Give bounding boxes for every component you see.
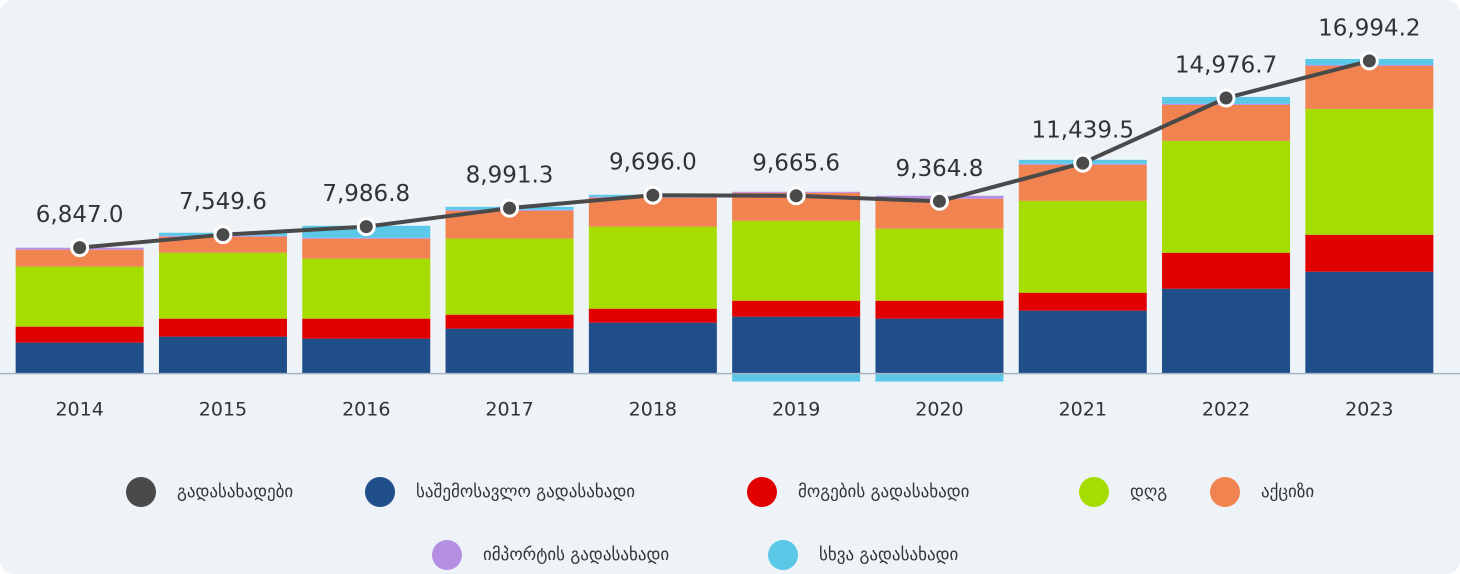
x-tick-label: 2021 <box>1059 399 1107 421</box>
bar-segment <box>732 300 861 317</box>
bar-segment <box>445 314 574 329</box>
x-tick-label: 2016 <box>342 399 390 421</box>
legend-label: გადასახადები <box>177 482 293 502</box>
legend-swatch <box>768 540 798 570</box>
total-marker <box>643 185 663 205</box>
x-tick-label: 2015 <box>199 399 247 421</box>
data-label: 9,696.0 <box>609 150 697 176</box>
bar-segment <box>875 300 1004 319</box>
legend-swatch <box>1210 477 1240 507</box>
data-label: 9,364.8 <box>896 156 984 182</box>
total-marker <box>1073 153 1093 173</box>
bar-segment <box>1018 200 1147 293</box>
x-tick-label: 2020 <box>915 399 963 421</box>
legend-swatch <box>432 540 462 570</box>
legend-label: მოგების გადასახადი <box>798 482 969 502</box>
total-marker <box>929 191 949 211</box>
bar-segment <box>445 238 574 315</box>
bar-segment <box>445 328 574 374</box>
data-label: 6,847.0 <box>36 202 124 228</box>
bar-segment <box>15 326 144 343</box>
legend-swatch <box>365 477 395 507</box>
bar-segment <box>732 373 861 382</box>
legend-label: დღგ <box>1130 482 1167 502</box>
legend-label: სხვა გადასახადი <box>819 545 958 565</box>
x-tick-label: 2014 <box>55 399 103 421</box>
total-marker <box>356 217 376 237</box>
x-tick-label: 2023 <box>1345 399 1393 421</box>
bar-segment <box>158 252 287 319</box>
data-label: 7,549.6 <box>179 189 267 215</box>
total-marker <box>1216 88 1236 108</box>
bar-segment <box>1305 271 1434 374</box>
legend-swatch <box>126 477 156 507</box>
bar-segment <box>15 342 144 374</box>
x-tick-label: 2019 <box>772 399 820 421</box>
bar-segment <box>875 228 1004 301</box>
bar-segment <box>1162 140 1291 253</box>
bar-segment <box>588 308 717 323</box>
data-label: 8,991.3 <box>466 163 554 189</box>
data-label: 9,665.6 <box>752 150 840 176</box>
total-marker <box>786 186 806 206</box>
bar-segment <box>158 236 287 253</box>
bar-segment <box>732 220 861 301</box>
bar-segment <box>875 373 1004 382</box>
total-line <box>79 58 1370 250</box>
bar-segment <box>1018 310 1147 374</box>
legend-label: აქციზი <box>1261 482 1314 502</box>
bar-segment <box>732 316 861 374</box>
bar-segment <box>15 266 144 327</box>
bar-segment <box>1162 252 1291 289</box>
bar-segment <box>1305 234 1434 272</box>
legend-label: იმპორტის გადასახადი <box>483 545 669 565</box>
total-marker <box>500 198 520 218</box>
bar-segment <box>302 258 431 319</box>
bar-segment <box>15 249 144 267</box>
data-label: 11,439.5 <box>1032 118 1134 144</box>
legend-label: საშემოსავლო გადასახადი <box>416 482 635 502</box>
legend-swatch <box>747 477 777 507</box>
legend-swatch <box>1079 477 1109 507</box>
bar-segment <box>1162 288 1291 374</box>
total-marker <box>213 225 233 245</box>
bar-segment <box>875 318 1004 374</box>
bar-segment <box>158 318 287 337</box>
data-label: 7,986.8 <box>322 181 410 207</box>
total-marker <box>1359 51 1379 71</box>
data-label: 16,994.2 <box>1318 15 1420 41</box>
x-tick-label: 2022 <box>1202 399 1250 421</box>
bar-segment <box>302 338 431 374</box>
total-marker <box>70 238 90 258</box>
bar-segment <box>588 322 717 374</box>
x-tick-label: 2018 <box>629 399 677 421</box>
bar-segment <box>1305 108 1434 235</box>
bar-segment <box>1018 292 1147 311</box>
bar-segment <box>1162 104 1291 141</box>
data-label: 14,976.7 <box>1175 53 1277 79</box>
bar-segment <box>302 318 431 339</box>
bar-segment <box>158 336 287 374</box>
bar-segment <box>302 238 431 259</box>
bar-segment <box>588 226 717 309</box>
bar-segment <box>302 237 431 239</box>
x-tick-label: 2017 <box>485 399 533 421</box>
